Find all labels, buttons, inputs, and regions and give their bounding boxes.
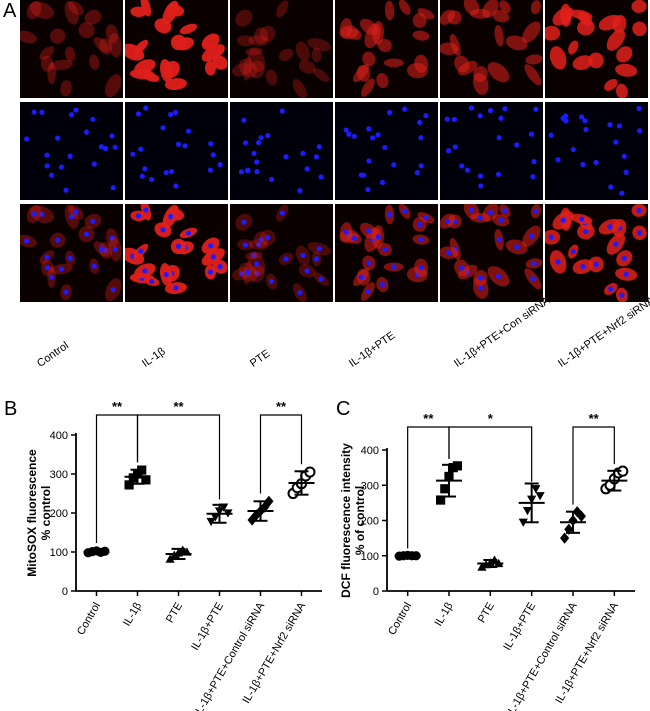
significance-label: * — [488, 411, 494, 426]
data-point — [264, 495, 274, 507]
significance-bracket — [136, 414, 221, 500]
significance-bracket — [448, 426, 533, 482]
micrograph-dapi-blue-6 — [545, 102, 648, 200]
data-point — [560, 532, 570, 544]
significance-label: ** — [276, 399, 287, 414]
micrograph-mitosox-red-1 — [20, 0, 123, 98]
y-tick-label: 0 — [62, 586, 68, 598]
x-tick-label: Control — [75, 601, 103, 638]
data-point — [141, 475, 151, 485]
micrograph-mitosox-red-2 — [125, 0, 228, 98]
condition-label: PTE — [248, 347, 273, 370]
micrograph-merge-3 — [230, 204, 333, 302]
condition-label: IL-1β+PTE — [347, 329, 398, 370]
y-axis-label: % control — [39, 486, 53, 541]
significance-label: ** — [589, 411, 600, 426]
chart-b-mitosox: 0 100 200 300 400 MitoSOX fluorescence% contr… — [25, 399, 322, 711]
micrograph-dapi-blue-3 — [230, 102, 333, 200]
y-tick-label: 200 — [361, 516, 379, 528]
micrograph-merge-1 — [20, 204, 123, 302]
x-tick-label: IL-1β+PTE — [189, 601, 226, 653]
data-point — [522, 506, 533, 516]
data-point — [440, 484, 450, 494]
x-tick-label: IL-1β+PTE — [501, 601, 538, 653]
significance-bracket — [572, 426, 615, 505]
micrograph-mitosox-red-6 — [545, 0, 648, 98]
micrograph-mitosox-red-5 — [440, 0, 543, 98]
y-tick-label: 200 — [50, 508, 68, 520]
panel-b-letter: B — [4, 398, 18, 420]
micrograph-dapi-blue-4 — [335, 102, 438, 200]
data-point — [477, 562, 487, 571]
condition-label: IL-1β — [140, 345, 168, 370]
condition-label: IL-1β+PTE+Con siRNA — [452, 294, 553, 370]
x-tick-label: IL-1β — [433, 601, 456, 629]
y-tick-label: 100 — [50, 547, 68, 559]
significance-bracket — [259, 414, 303, 494]
panel-a-letter: A — [3, 0, 17, 22]
panel-c-letter: C — [336, 398, 351, 420]
condition-label: IL-1β+PTE+Nrf2 siRNA — [556, 294, 650, 370]
micrograph-dapi-blue-1 — [20, 102, 123, 200]
data-point — [531, 485, 541, 494]
y-axis-label: DCF fluorescence intensity — [339, 443, 353, 598]
y-tick-label: 100 — [361, 551, 379, 563]
micrograph-mitosox-red-4 — [335, 0, 438, 98]
y-tick-label: 0 — [373, 586, 379, 598]
x-tick-label: Control — [386, 601, 414, 638]
data-point — [452, 461, 462, 471]
y-axis-label: MitoSOX fluorescence — [25, 449, 39, 577]
micrograph-merge-5 — [440, 204, 543, 302]
micrograph-merge-6 — [545, 204, 648, 302]
data-point — [518, 518, 528, 527]
data-point — [124, 480, 134, 490]
y-tick-label: 300 — [361, 480, 379, 492]
micrograph-grid — [20, 0, 648, 302]
significance-label: ** — [112, 399, 123, 414]
y-tick-label: 300 — [50, 469, 68, 481]
data-point — [436, 495, 446, 505]
x-tick-label: PTE — [164, 601, 185, 626]
micrograph-merge-4 — [335, 204, 438, 302]
chart-c-dcf: 0 100 200 300 400 DCF fluorescence intensity%… — [339, 411, 635, 711]
data-point — [210, 513, 220, 522]
data-point — [251, 509, 261, 521]
y-tick-label: 400 — [361, 445, 379, 457]
y-axis-label: % of control — [353, 486, 367, 555]
micrograph-mitosox-red-3 — [230, 0, 333, 98]
micrograph-merge-2 — [125, 204, 228, 302]
micrograph-dapi-blue-2 — [125, 102, 228, 200]
x-tick-label: PTE — [476, 601, 497, 626]
condition-label: Control — [35, 339, 71, 370]
data-point — [206, 517, 216, 527]
significance-label: ** — [423, 411, 434, 426]
data-point — [535, 492, 545, 501]
x-tick-label: IL-1β — [121, 601, 144, 629]
significance-label: ** — [173, 399, 184, 414]
y-tick-label: 400 — [50, 430, 68, 442]
micrograph-dapi-blue-5 — [440, 102, 543, 200]
